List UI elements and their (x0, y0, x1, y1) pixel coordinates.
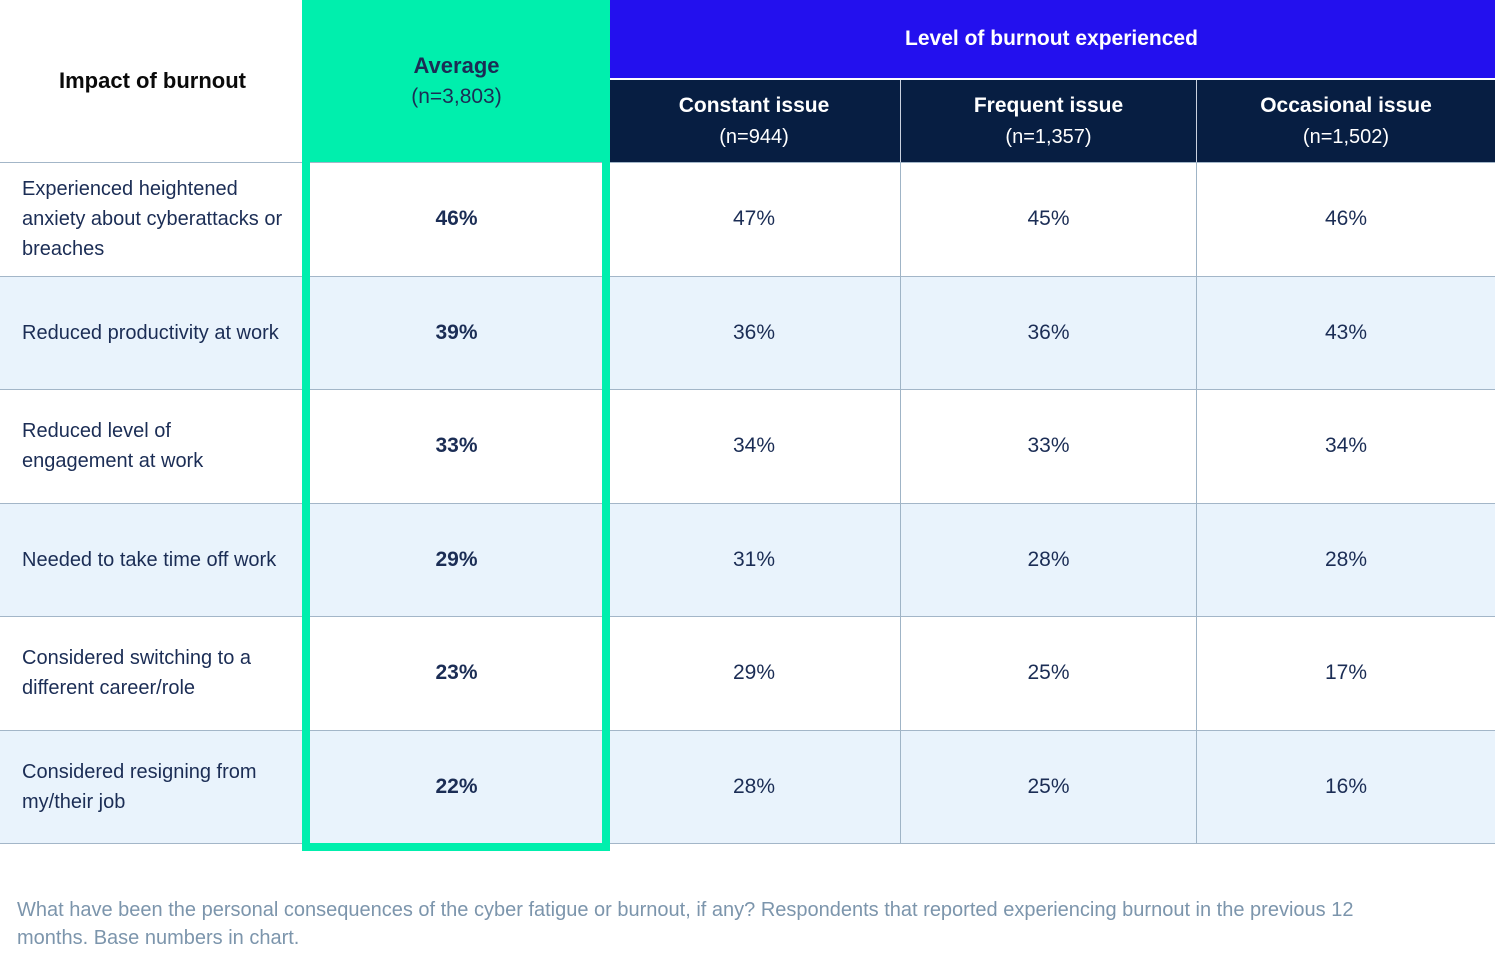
average-value-cell: 39% (305, 275, 608, 389)
column-header-frequent: Frequent issue (n=1,357) (900, 80, 1196, 162)
average-value-cell: 23% (305, 616, 608, 730)
average-value-cell: 29% (305, 502, 608, 616)
value-cell: 36% (900, 275, 1196, 389)
column-base: (n=944) (719, 125, 789, 148)
value-cell: 36% (608, 275, 900, 389)
footnote: What have been the personal consequences… (17, 899, 1354, 949)
corner-header: Impact of burnout (0, 0, 305, 162)
value-cell: 29% (608, 616, 900, 730)
row-label: Considered switching to a different care… (0, 616, 305, 730)
row-label: Reduced productivity at work (0, 275, 305, 389)
column-header-occasional: Occasional issue (n=1,502) (1196, 80, 1495, 162)
table-grid: Impact of burnout Average (n=3,803) Leve… (0, 0, 1495, 844)
row-label: Considered resigning from my/their job (0, 729, 305, 843)
value-cell: 25% (900, 729, 1196, 843)
value-cell: 17% (1196, 616, 1495, 730)
value-cell: 25% (900, 616, 1196, 730)
value-cell: 28% (608, 729, 900, 843)
column-title: Constant issue (678, 94, 830, 118)
average-column-header: Average (n=3,803) (305, 0, 608, 162)
row-label: Reduced level of engagement at work (0, 389, 305, 503)
row-label: Needed to take time off work (0, 502, 305, 616)
corner-header-label: Impact of burnout (59, 68, 246, 93)
value-cell: 34% (1196, 389, 1495, 503)
value-cell: 31% (608, 502, 900, 616)
value-cell: 33% (900, 389, 1196, 503)
column-title: Frequent issue (973, 94, 1124, 118)
average-value-cell: 46% (305, 162, 608, 276)
value-cell: 28% (1196, 502, 1495, 616)
value-cell: 43% (1196, 275, 1495, 389)
row-label: Experienced heightened anxiety about cyb… (0, 162, 305, 276)
average-column-title: Average (413, 52, 500, 78)
average-column-base: (n=3,803) (411, 84, 502, 108)
column-header-constant: Constant issue (n=944) (608, 80, 900, 162)
burnout-impact-table: Impact of burnout Average (n=3,803) Leve… (0, 0, 1495, 851)
value-cell: 16% (1196, 729, 1495, 843)
column-title: Occasional issue (1260, 94, 1432, 118)
average-value-cell: 22% (305, 729, 608, 843)
value-cell: 34% (608, 389, 900, 503)
group-header-label: Level of burnout experienced (905, 27, 1198, 50)
value-cell: 47% (608, 162, 900, 276)
value-cell: 46% (1196, 162, 1495, 276)
average-value-cell: 33% (305, 389, 608, 503)
value-cell: 45% (900, 162, 1196, 276)
group-header: Level of burnout experienced (608, 0, 1495, 80)
column-base: (n=1,357) (1005, 125, 1092, 148)
value-cell: 28% (900, 502, 1196, 616)
column-base: (n=1,502) (1302, 125, 1390, 148)
